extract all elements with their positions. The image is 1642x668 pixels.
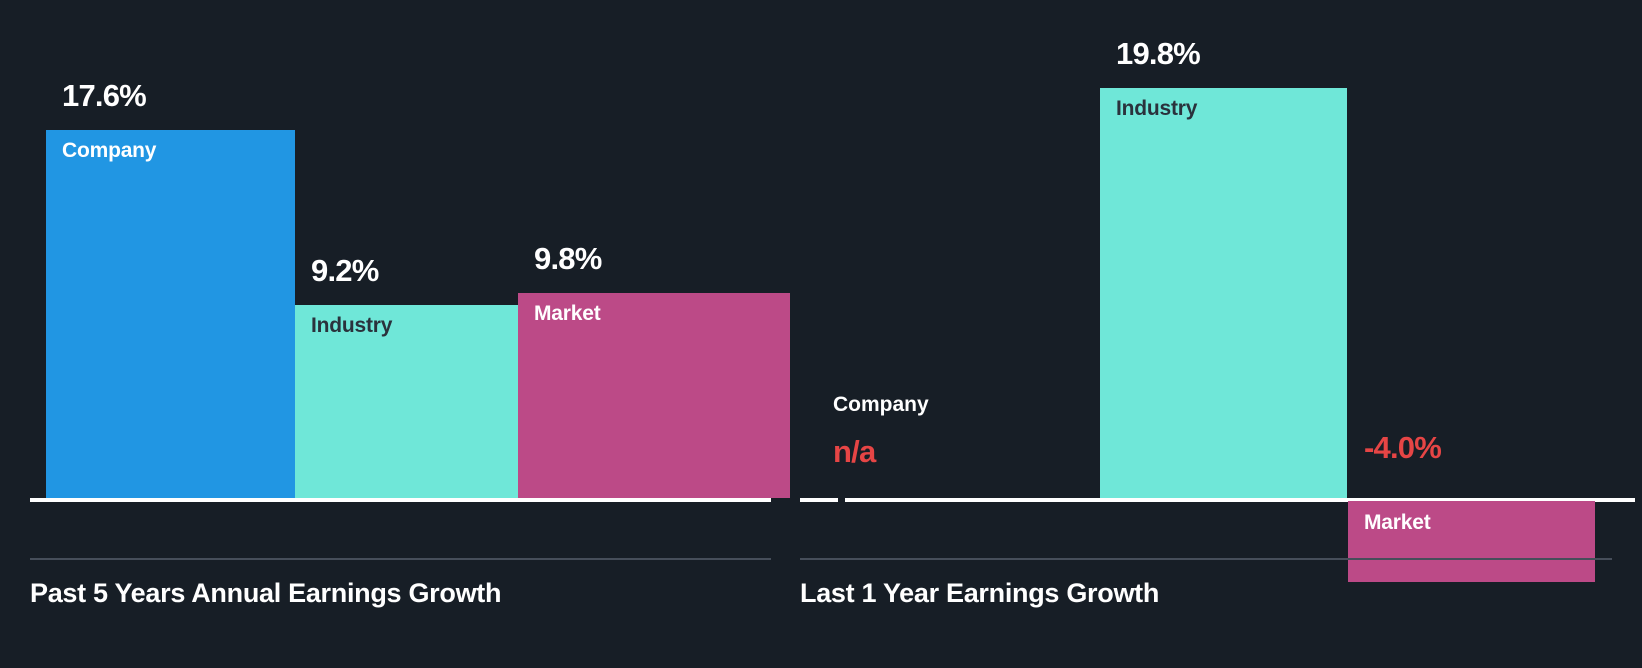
bar-rect-industry-right[interactable]: Industry	[1100, 88, 1347, 498]
axis-baseline-left	[30, 498, 771, 502]
chart-title-left: Past 5 Years Annual Earnings Growth	[30, 578, 502, 608]
plot-area-right: Company n/a 19.8% Industry -4.0%	[800, 0, 1642, 498]
plot-area-left: 17.6% Company 9.2% Industry 9.8% Market	[0, 0, 790, 498]
bar-label-industry-right: Industry	[1116, 97, 1198, 120]
bar-label-market-right: Market	[1364, 511, 1431, 534]
bar-value-industry-left: 9.2%	[311, 253, 379, 288]
axis-baseline-right	[845, 498, 1635, 502]
bar-rect-market-left[interactable]: Market	[518, 293, 790, 498]
bar-group-industry-left[interactable]: 9.2% Industry	[295, 253, 518, 498]
bar-rect-market-right[interactable]: Market	[1348, 501, 1595, 582]
bar-group-market-right[interactable]: -4.0%	[1348, 0, 1595, 498]
axis-baseline-right-stub	[800, 498, 838, 502]
chart-title-right: Last 1 Year Earnings Growth	[800, 578, 1160, 608]
divider-right	[800, 558, 1612, 560]
divider-left	[30, 558, 771, 560]
bar-label-industry-left: Industry	[311, 314, 393, 337]
bar-group-market-left[interactable]: 9.8% Market	[518, 241, 790, 498]
bar-label-market-left: Market	[534, 302, 601, 325]
bar-value-industry-right: 19.8%	[1116, 36, 1201, 71]
bar-label-company-right: Company	[833, 393, 929, 416]
bar-rect-industry-left[interactable]: Industry	[295, 305, 518, 498]
bar-value-market-left: 9.8%	[534, 241, 602, 276]
bar-rect-company-left[interactable]: Company	[46, 130, 295, 498]
bar-group-company-right[interactable]: Company n/a	[800, 0, 1100, 498]
bar-label-company-left: Company	[62, 139, 157, 162]
chart-panel-past-5-years: 17.6% Company 9.2% Industry 9.8% Market	[0, 0, 790, 668]
bar-group-company-left[interactable]: 17.6% Company	[46, 78, 295, 498]
bar-value-market-right: -4.0%	[1364, 430, 1442, 465]
bar-group-industry-right[interactable]: 19.8% Industry	[1100, 36, 1347, 498]
bar-value-company-left: 17.6%	[62, 78, 147, 113]
bar-value-company-right: n/a	[833, 434, 876, 469]
